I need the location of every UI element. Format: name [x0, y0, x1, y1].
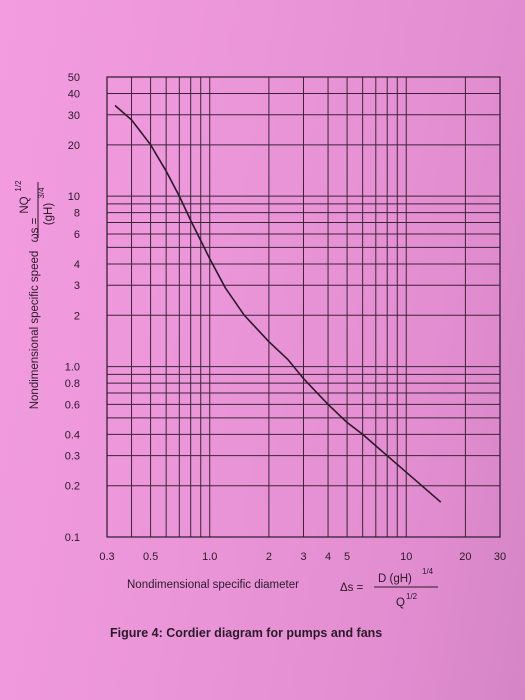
y-tick-label: 1.0 [65, 362, 80, 374]
figure-caption: Figure 4: Cordier diagram for pumps and … [110, 626, 382, 640]
x-formula-numerator-exp: 1/4 [422, 567, 434, 576]
grid [106, 76, 501, 538]
y-tick-label: 0.8 [65, 378, 80, 390]
y-tick-label: 4 [74, 259, 80, 271]
x-tick-label: 10 [400, 551, 412, 563]
y-formula-numerator-exp: 1/2 [14, 180, 23, 192]
y-formula-denominator: (gH) [43, 203, 55, 226]
y-tick-label: 2 [74, 310, 80, 322]
x-formula-denominator-exp: 1/2 [406, 592, 418, 601]
x-formula-symbol: Δs = [340, 582, 364, 594]
x-tick-label: 0.5 [143, 551, 158, 563]
y-tick-label: 0.1 [65, 532, 80, 544]
y-tick-label: 0.4 [65, 429, 80, 441]
y-tick-label: 20 [68, 140, 80, 152]
x-tick-labels: 0.3 0.5 1.0 2 3 4 5 10 20 30 [99, 551, 506, 563]
y-axis-label: Nondimensional specific speed [29, 251, 41, 410]
y-formula-denominator-exp: 3/4 [37, 187, 46, 199]
y-tick-label: 40 [68, 89, 80, 101]
x-tick-label: 4 [325, 551, 331, 563]
x-tick-label: 2 [266, 551, 272, 563]
x-formula-denominator: Q [396, 597, 405, 609]
cordier-curve [114, 104, 442, 503]
x-axis-label: Nondimensional specific diameter [127, 579, 299, 591]
y-tick-label: 8 [74, 208, 80, 220]
y-tick-label: 3 [74, 280, 80, 292]
y-tick-label: 0.2 [65, 481, 80, 493]
x-formula-numerator: D (gH) [378, 573, 412, 585]
y-tick-label: 0.3 [65, 451, 80, 463]
y-tick-label: 6 [74, 229, 80, 241]
x-tick-label: 30 [494, 551, 506, 563]
plot-frame [106, 76, 501, 538]
y-tick-label: 50 [68, 72, 80, 84]
y-tick-label: 0.6 [65, 399, 80, 411]
x-tick-label: 5 [344, 551, 350, 563]
y-tick-label: 10 [68, 191, 80, 203]
y-tick-labels: 0.1 0.2 0.3 0.4 0.6 0.8 1.0 2 3 4 6 8 10 20 30 40 50 [65, 72, 80, 544]
y-formula-numerator: NQ [19, 196, 31, 213]
x-tick-label: 1.0 [202, 551, 217, 563]
x-tick-label: 20 [459, 551, 471, 563]
x-tick-label: 3 [300, 551, 306, 563]
y-tick-label: 30 [68, 110, 80, 122]
series [114, 104, 442, 503]
y-formula-symbol: ωs = [29, 217, 41, 242]
x-tick-label: 0.3 [99, 551, 114, 563]
